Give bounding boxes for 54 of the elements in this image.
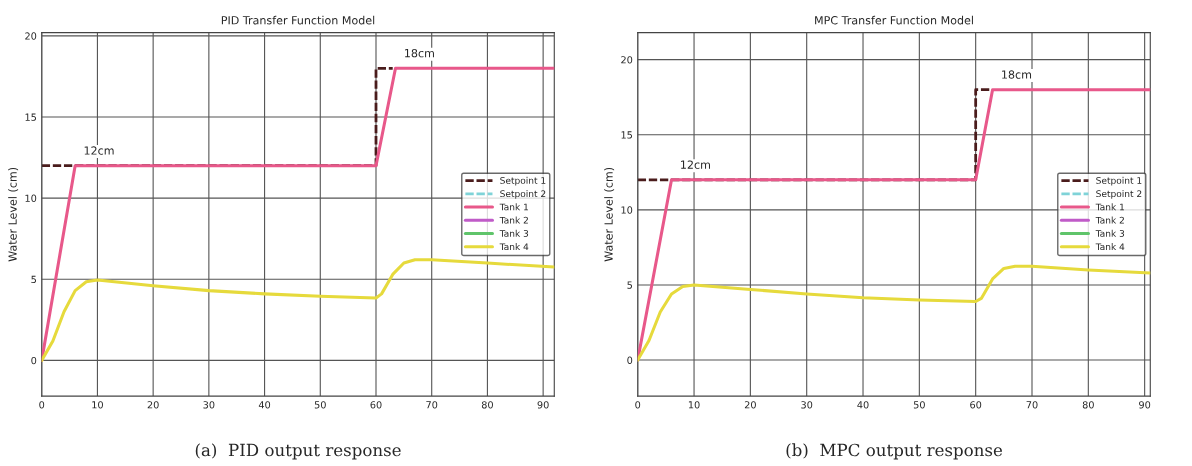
legend-label: Tank 2	[1095, 216, 1124, 224]
x-tick-label: 60	[970, 401, 982, 409]
x-tick-label: 50	[314, 401, 326, 409]
chart-title: PID Transfer Function Model	[221, 15, 375, 25]
y-tick-label: 20	[621, 56, 633, 64]
x-tick-label: 80	[481, 401, 493, 409]
legend-label: Setpoint 1	[1096, 176, 1142, 186]
legend-label: Tank 1	[499, 203, 528, 211]
y-axis-title: Water Level (cm)	[8, 167, 19, 262]
y-tick-label: 20	[25, 32, 37, 40]
x-tick-label: 80	[1082, 401, 1094, 409]
y-tick-label: 10	[25, 194, 37, 202]
legend-label: Setpoint 2	[1096, 190, 1142, 199]
x-tick-label: 10	[688, 401, 700, 409]
line-series	[637, 264, 1151, 362]
y-tick-label: 5	[627, 281, 633, 289]
text: (a) PID output response	[195, 443, 401, 460]
x-tick-label: 20	[147, 401, 159, 409]
annotation: 12cm	[681, 160, 710, 169]
x-tick-label: 0	[635, 401, 641, 409]
y-tick-label: 15	[621, 131, 633, 139]
text: (b) MPC output response	[786, 443, 1003, 460]
legend-label: Tank 4	[1095, 243, 1125, 251]
x-tick-label: 10	[92, 401, 103, 409]
legend-label: Setpoint 1	[500, 176, 546, 186]
x-tick-label: 70	[1026, 401, 1038, 409]
annotation: 18cm	[405, 48, 434, 58]
y-tick-label: 15	[25, 113, 37, 121]
annotation: 18cm	[1002, 70, 1032, 79]
x-tick-label: 40	[258, 401, 271, 409]
x-tick-label: 70	[426, 401, 438, 409]
x-tick-label: 60	[370, 401, 382, 409]
x-tick-label: 40	[857, 401, 869, 409]
x-tick-label: 30	[203, 401, 215, 409]
y-tick-label: 10	[621, 206, 633, 214]
y-tick-label: 0	[31, 356, 37, 365]
x-tick-label: 90	[1139, 401, 1151, 409]
y-tick-label: 5	[31, 275, 37, 284]
legend-label: Tank 3	[499, 229, 529, 237]
legend-label: Tank 3	[1095, 229, 1125, 237]
legend-label: Tank 2	[499, 216, 528, 224]
line-series	[41, 258, 555, 362]
y-tick-label: 0	[627, 356, 633, 364]
chart-title: MPC Transfer Function Model	[815, 15, 973, 25]
x-tick-label: 50	[913, 401, 925, 409]
annotation: 12cm	[84, 146, 114, 155]
legend-label: Tank 1	[1095, 203, 1124, 211]
x-tick-label: 0	[39, 401, 45, 409]
y-axis-title: Water Level (cm)	[604, 167, 615, 262]
x-tick-label: 90	[537, 401, 549, 409]
legend-label: Setpoint 2	[500, 190, 546, 199]
legend-label: Tank 4	[499, 243, 529, 251]
x-tick-label: 30	[801, 401, 813, 409]
x-tick-label: 20	[744, 401, 756, 409]
